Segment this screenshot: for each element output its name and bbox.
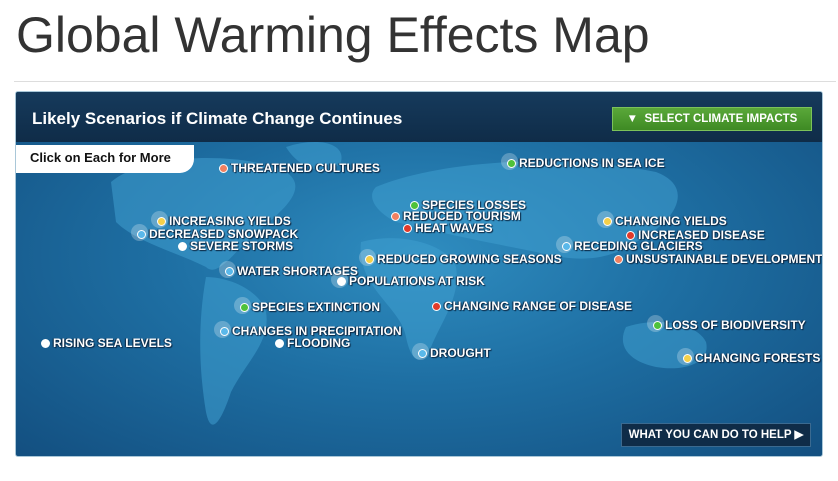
marker-dot — [157, 217, 166, 226]
marker-dot — [507, 159, 516, 168]
marker-label: DROUGHT — [430, 346, 491, 360]
marker-label: POPULATIONS AT RISK — [349, 274, 485, 288]
marker-label: REDUCTIONS IN SEA ICE — [519, 156, 665, 170]
marker-label: LOSS OF BIODIVERSITY — [665, 318, 806, 332]
marker-dot — [418, 349, 427, 358]
marker-label: FLOODING — [287, 336, 351, 350]
marker-label: REDUCED GROWING SEASONS — [377, 252, 562, 266]
marker-label: THREATENED CULTURES — [231, 161, 380, 175]
marker-label: INCREASED DISEASE — [638, 228, 765, 242]
map-heading: Likely Scenarios if Climate Change Conti… — [32, 109, 403, 128]
marker-label: CHANGING RANGE OF DISEASE — [444, 299, 633, 313]
marker-dot — [337, 277, 346, 286]
marker-dot — [41, 339, 50, 348]
marker-label: CHANGING FORESTS — [695, 351, 821, 365]
click-hint: Click on Each for More — [16, 145, 194, 173]
marker-dot — [391, 212, 400, 221]
marker-dot — [603, 217, 612, 226]
select-impacts-button[interactable]: ▼ SELECT CLIMATE IMPACTS — [612, 107, 812, 131]
map-panel: Likely Scenarios if Climate Change Conti… — [15, 91, 823, 457]
map-header: Likely Scenarios if Climate Change Conti… — [16, 92, 822, 142]
marker-dot — [240, 303, 249, 312]
marker-label: SEVERE STORMS — [190, 239, 294, 253]
marker-label: DECREASED SNOWPACK — [149, 227, 299, 241]
help-button[interactable]: WHAT YOU CAN DO TO HELP ▶ — [621, 423, 811, 447]
marker-dot — [137, 230, 146, 239]
marker-label: CHANGING YIELDS — [615, 214, 727, 228]
marker-dot — [275, 339, 284, 348]
marker-label: HEAT WAVES — [415, 221, 493, 235]
marker-dot — [626, 231, 635, 240]
marker-label: SPECIES EXTINCTION — [252, 300, 381, 314]
marker-dot — [614, 255, 623, 264]
marker-label: CHANGES IN PRECIPITATION — [232, 324, 402, 338]
marker-label: INCREASING YIELDS — [169, 214, 291, 228]
marker-dot — [410, 201, 419, 210]
marker-label: WATER SHORTAGES — [237, 264, 358, 278]
marker-dot — [683, 354, 692, 363]
marker-dot — [220, 327, 229, 336]
marker-label: RISING SEA LEVELS — [53, 336, 172, 350]
marker-dot — [432, 302, 441, 311]
page-title: Global Warming Effects Map — [16, 7, 650, 63]
marker-label: RECEDING GLACIERS — [574, 239, 703, 253]
marker-dot — [403, 224, 412, 233]
button-label: WHAT YOU CAN DO TO HELP — [628, 429, 792, 441]
marker-dot — [365, 255, 374, 264]
marker-dot — [178, 242, 187, 251]
marker-dot — [562, 242, 571, 251]
button-label: SELECT CLIMATE IMPACTS — [644, 113, 798, 125]
marker-label: UNSUSTAINABLE DEVELOPMENT — [626, 252, 823, 266]
marker-dot — [219, 164, 228, 173]
divider — [14, 81, 836, 82]
marker-label: REDUCED TOURISM — [403, 209, 521, 223]
marker-dot — [225, 267, 234, 276]
marker-dot — [653, 321, 662, 330]
continents — [111, 142, 707, 425]
marker-label: SPECIES LOSSES — [422, 198, 527, 212]
